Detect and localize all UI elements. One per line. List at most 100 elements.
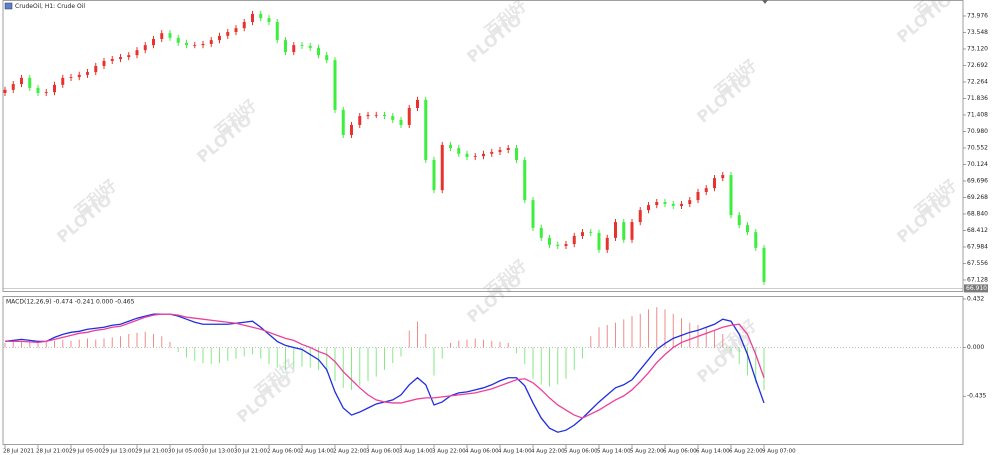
candle-body [226,32,230,36]
candle-body [729,175,733,216]
candle-body [457,148,461,154]
candle-body [548,237,551,245]
y-tick-label: 67.128 [967,276,988,283]
x-tick-label: 28 Jul 2021 [3,449,34,455]
x-tick-label: 2 Aug 06:00 [267,449,301,455]
candle-body [292,45,296,53]
candle-body [350,124,353,135]
y-tick-label: 70.980 [967,128,988,135]
candle-body [193,45,197,46]
candle-body [671,203,675,206]
y-tick-label: 67.556 [967,260,988,267]
candle-body [680,203,683,206]
candle-body [605,237,609,250]
candle-body [746,225,749,233]
macd-pane-frame [2,296,964,445]
symbol-icon [4,2,13,10]
y-tick-label: 71.836 [967,95,988,102]
candle-body [242,22,246,29]
candle-body [127,55,131,58]
candle-body [267,18,271,23]
candle-body [696,192,700,201]
candle-body [176,37,180,43]
candle-body [168,33,172,38]
x-tick-label: 3 Aug 22:00 [432,449,466,455]
candle-body [556,244,560,246]
candle-body [614,222,617,238]
candle-body [597,232,601,250]
candle-body [424,99,428,161]
x-tick-label: 9 Aug 07:00 [762,449,796,455]
candle-body [20,77,23,85]
x-tick-label: 4 Aug 22:00 [531,449,565,455]
candle-body [94,65,98,73]
x-tick-label: 3 Aug 06:00 [366,449,400,455]
candle-body [317,47,320,56]
y-tick-label: 0.432 [967,296,984,303]
candle-body [449,144,452,149]
candle-body [638,210,642,223]
watermarks: PLOTIO百利好PLOTIO百利好PLOTIO百利好PLOTIO百利好PLOT… [53,0,960,427]
y-tick-label: -0.435 [967,393,987,400]
candle-body [325,55,329,61]
candle-body [589,232,593,233]
candle-body [498,149,502,152]
candle-body [234,28,238,33]
candle-body [275,22,279,41]
candle-body [28,77,32,88]
candle-body [44,92,48,93]
candle-body [251,13,254,23]
candle-body [3,89,7,93]
candle-body [284,40,287,53]
current-price-label: 66.910 [966,285,987,292]
y-tick-label: 68.412 [967,227,988,234]
x-tick-label: 6 Aug 14:00 [696,449,730,455]
candle-body [407,107,411,125]
candle-body [704,188,708,193]
candle-body [366,114,370,117]
candle-body [721,175,725,179]
candle-body [69,77,73,78]
y-tick-label: 73.548 [967,29,988,36]
candle-body [61,77,65,85]
candle-body [531,200,535,228]
candle-body [36,87,40,93]
y-tick-label: 69.268 [967,194,988,201]
x-tick-label: 30 Jul 05:00 [168,449,201,455]
candle-body [688,200,692,204]
candle-body [300,45,304,46]
candle-body [358,116,362,125]
macd-line [5,313,765,419]
x-tick-label: 29 Jul 21:00 [135,449,168,455]
candle-body [259,13,263,19]
y-tick-label: 73.120 [967,45,988,52]
candle-body [77,74,81,78]
y-tick-label: 68.840 [967,210,988,217]
candle-body [399,119,403,125]
y-tick-label: 69.696 [967,177,988,184]
candle-body [391,116,395,120]
candle-body [762,247,766,282]
y-tick-label: 70.552 [967,144,988,151]
y-tick-label: 70.124 [967,161,988,168]
y-tick-label: 71.408 [967,111,988,118]
y-tick-label: 73.976 [967,12,988,19]
candle-body [630,222,634,240]
candle-body [663,202,667,204]
candle-body [383,114,386,117]
x-tick-label: 5 Aug 14:00 [597,449,631,455]
price-pane-frame [2,0,964,292]
x-tick-label: 4 Aug 06:00 [465,449,499,455]
x-tick-label: 30 Jul 13:00 [201,449,234,455]
x-tick-label: 6 Aug 22:00 [729,449,763,455]
candle-body [564,244,568,246]
candle-body [490,151,494,154]
candle-body [539,227,543,238]
candle-body [416,99,419,108]
candle-body [53,84,56,93]
candle-body [333,60,337,110]
current-price-box [964,284,988,293]
x-tick-label: 4 Aug 14:00 [498,449,532,455]
x-tick-label: 29 Jul 13:00 [102,449,135,455]
